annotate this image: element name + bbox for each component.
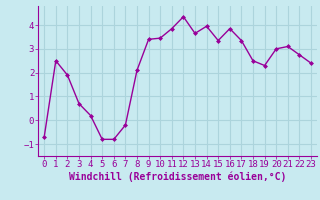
X-axis label: Windchill (Refroidissement éolien,°C): Windchill (Refroidissement éolien,°C) bbox=[69, 172, 286, 182]
